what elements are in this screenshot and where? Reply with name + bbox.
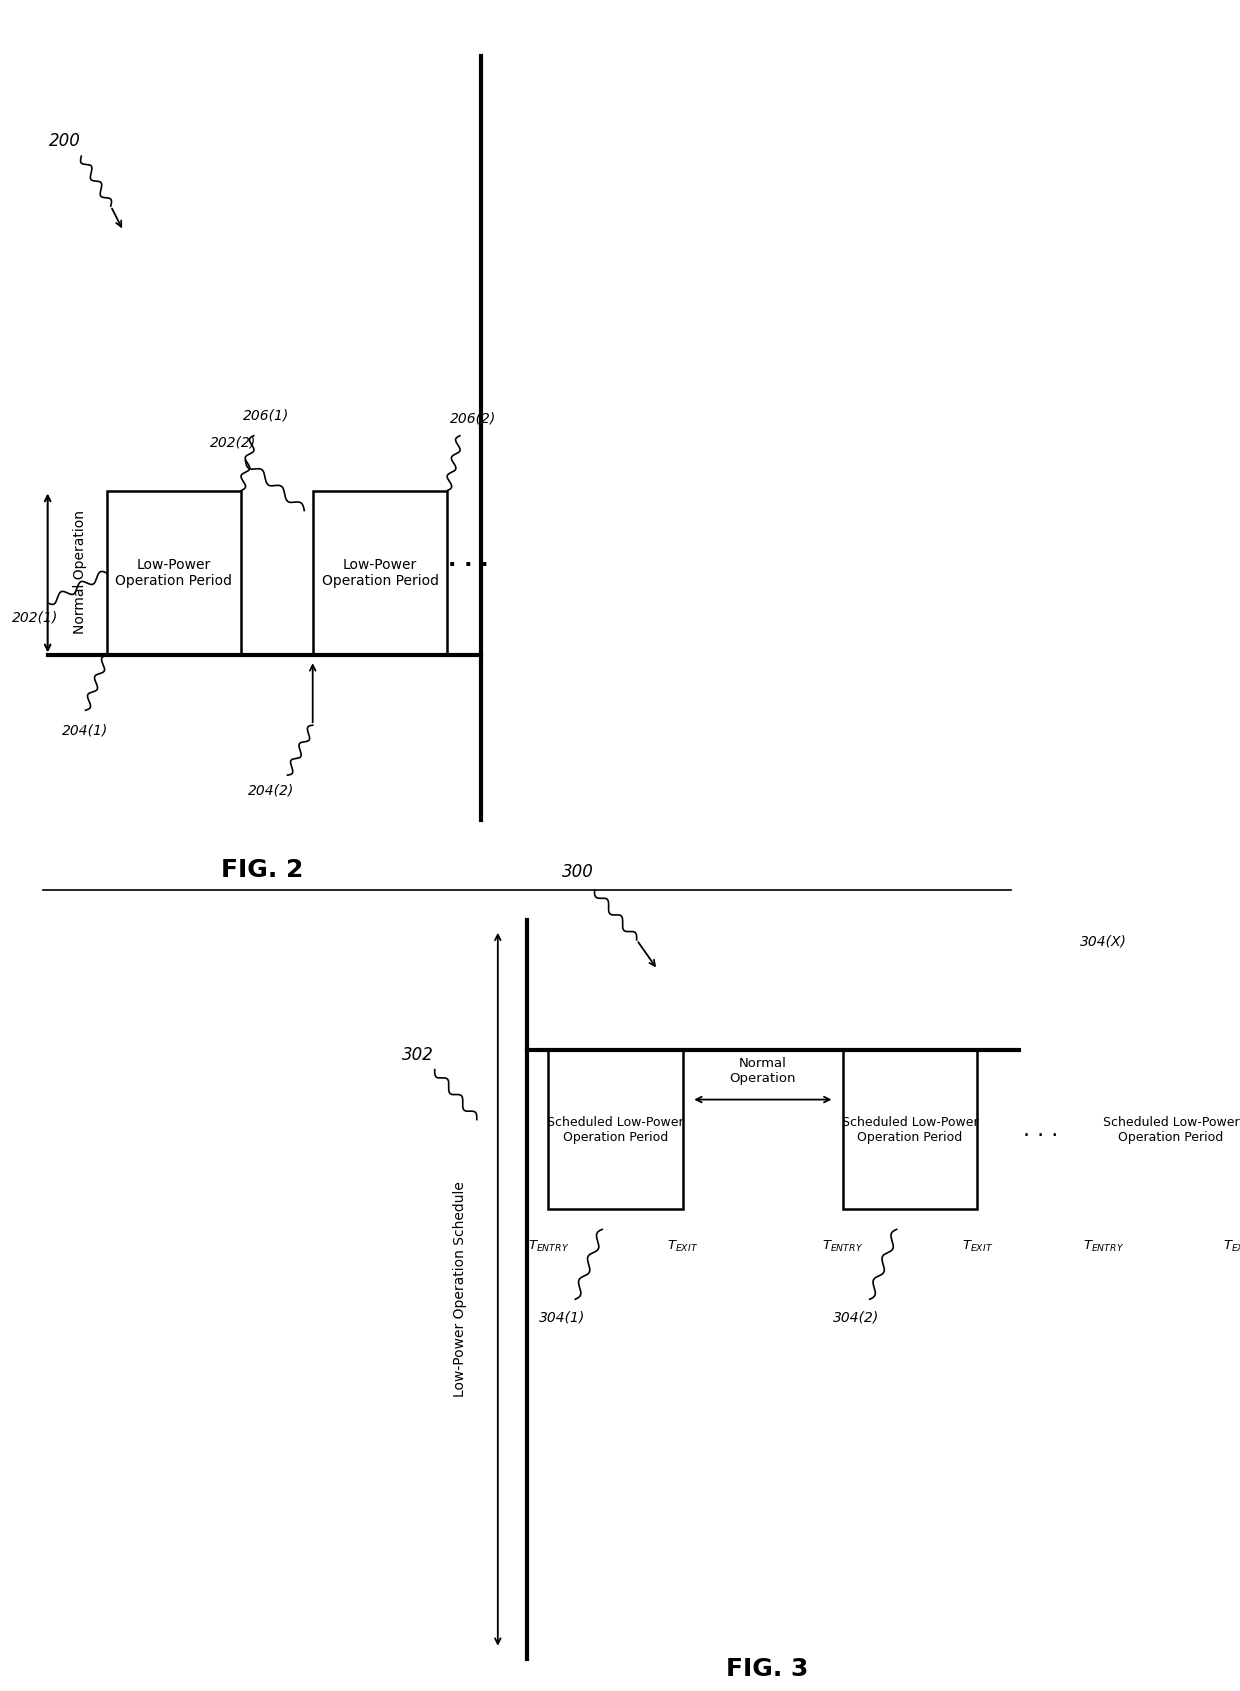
Text: $T_{ENTRY}$: $T_{ENTRY}$ — [1083, 1240, 1125, 1255]
Text: . . .: . . . — [1023, 1119, 1058, 1140]
Text: Low-Power
Operation Period: Low-Power Operation Period — [115, 558, 232, 588]
Text: Normal
Operation: Normal Operation — [729, 1057, 796, 1084]
Text: 200: 200 — [48, 132, 81, 150]
Text: . . .: . . . — [448, 551, 489, 570]
Text: $T_{EXIT}$: $T_{EXIT}$ — [1223, 1240, 1240, 1255]
Text: Scheduled Low-Power
Operation Period: Scheduled Low-Power Operation Period — [547, 1116, 684, 1143]
Bar — [548, 1050, 683, 1209]
Text: $T_{EXIT}$: $T_{EXIT}$ — [667, 1240, 698, 1255]
Text: 202(1): 202(1) — [12, 610, 58, 626]
Text: Scheduled Low-Power
Operation Period: Scheduled Low-Power Operation Period — [842, 1116, 978, 1143]
Text: 304(X): 304(X) — [1080, 935, 1127, 949]
Text: 202(2): 202(2) — [210, 436, 255, 450]
Text: 302: 302 — [402, 1045, 434, 1064]
Text: Low-Power Operation Schedule: Low-Power Operation Schedule — [453, 1182, 467, 1397]
Bar — [107, 490, 242, 656]
Text: $T_{ENTRY}$: $T_{ENTRY}$ — [528, 1240, 569, 1255]
Text: FIG. 2: FIG. 2 — [221, 857, 304, 883]
Bar — [843, 1050, 977, 1209]
Text: 206(2): 206(2) — [449, 411, 496, 426]
Text: Scheduled Low-Power
Operation Period: Scheduled Low-Power Operation Period — [1102, 1116, 1239, 1143]
Text: 204(2): 204(2) — [248, 783, 294, 796]
Text: $T_{EXIT}$: $T_{EXIT}$ — [962, 1240, 993, 1255]
Text: 304(1): 304(1) — [538, 1311, 585, 1324]
Bar — [312, 490, 448, 656]
Text: 304(2): 304(2) — [833, 1311, 879, 1324]
Text: Low-Power
Operation Period: Low-Power Operation Period — [321, 558, 439, 588]
Text: Normal Operation: Normal Operation — [73, 511, 87, 634]
Text: 206(1): 206(1) — [243, 409, 290, 423]
Text: FIG. 3: FIG. 3 — [725, 1657, 808, 1681]
Bar — [1104, 1050, 1239, 1209]
Text: $T_{ENTRY}$: $T_{ENTRY}$ — [822, 1240, 863, 1255]
Text: 300: 300 — [562, 862, 594, 881]
Text: 204(1): 204(1) — [62, 724, 109, 737]
